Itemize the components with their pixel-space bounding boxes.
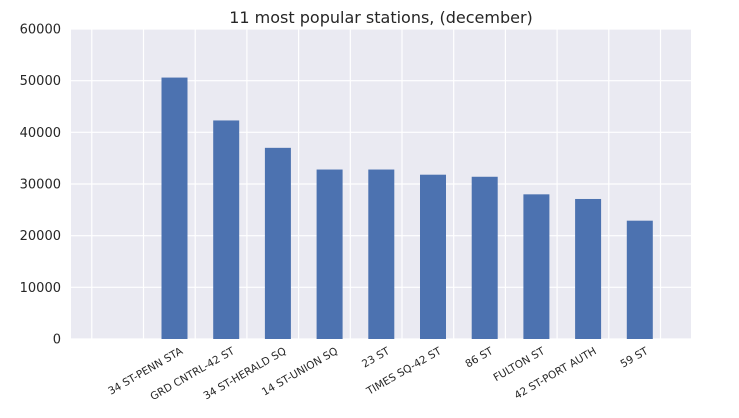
- y-tick-label: 20000: [20, 229, 61, 244]
- bar: [420, 174, 446, 339]
- x-tick-label: 59 ST: [619, 345, 651, 371]
- y-tick-label: 0: [53, 333, 61, 348]
- x-tick-label: 86 ST: [463, 345, 495, 371]
- bar: [213, 120, 240, 339]
- y-tick-label: 10000: [20, 281, 61, 296]
- bar: [626, 220, 653, 339]
- bar: [316, 169, 343, 339]
- y-axis-ticks: 0 10000 20000 30000 40000 50000 60000: [20, 23, 61, 348]
- y-tick-label: 50000: [20, 74, 61, 89]
- y-tick-label: 60000: [20, 23, 61, 38]
- chart-title: 11 most popular stations, (december): [229, 8, 533, 27]
- y-tick-label: 40000: [20, 126, 61, 141]
- x-tick-label: GRD CNTRL-42 ST: [148, 345, 237, 403]
- bar: [471, 176, 498, 339]
- bar: [575, 198, 602, 339]
- x-tick-label: 23 ST: [360, 345, 392, 371]
- bar: [523, 194, 550, 339]
- bars: [161, 77, 653, 340]
- bar: [161, 77, 188, 340]
- y-tick-label: 30000: [20, 178, 61, 193]
- bar: [368, 169, 395, 339]
- bar: [264, 147, 291, 339]
